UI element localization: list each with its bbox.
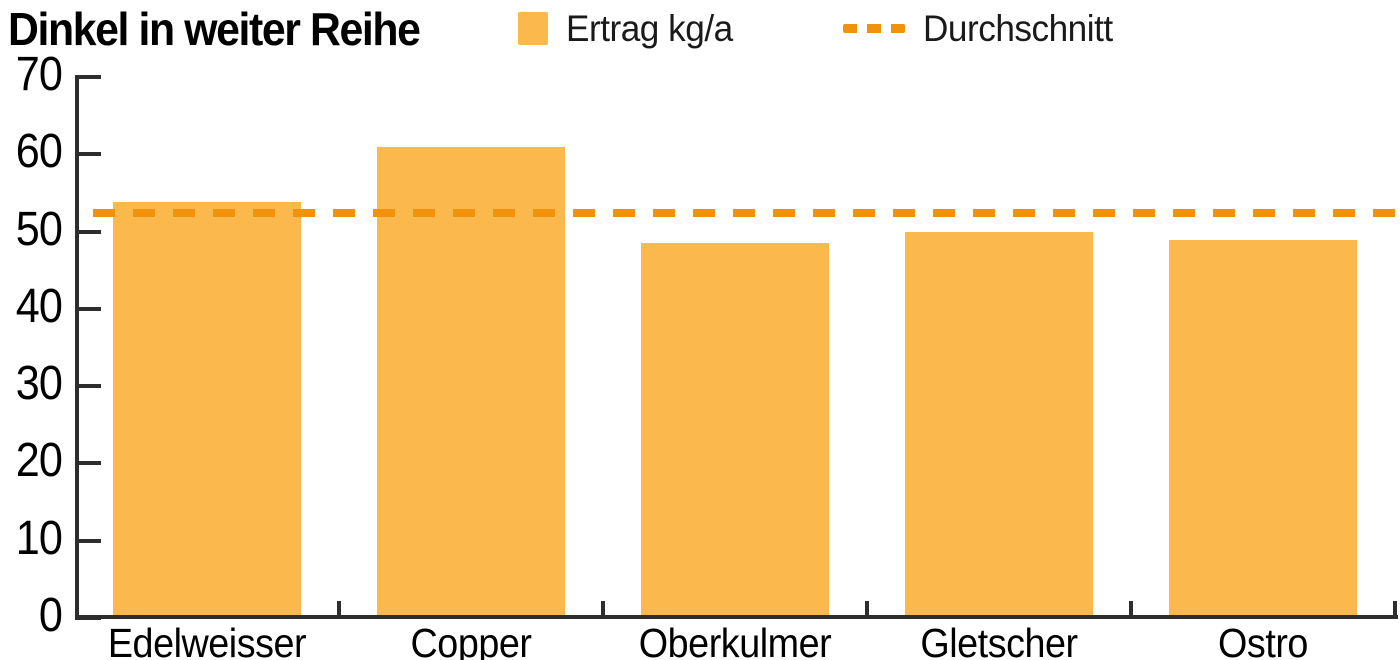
x-axis-label: Edelweisser (107, 620, 307, 660)
x-axis-label: Ostro (1218, 620, 1308, 660)
legend-bar-swatch-icon (518, 11, 548, 45)
x-axis-tick (601, 601, 605, 615)
y-axis-tick (75, 230, 101, 234)
y-axis-label: 70 (15, 48, 63, 101)
bar-ostro (1169, 240, 1357, 615)
legend-item-ertrag: Ertrag kg/a (518, 6, 741, 50)
y-axis-tick (75, 461, 101, 465)
chart-title: Dinkel in weiter Reihe (8, 3, 421, 55)
x-axis-tick (1129, 601, 1133, 615)
average-dashed-line (93, 209, 1398, 217)
x-axis-tick (1393, 601, 1397, 615)
bar-oberkulmer (641, 243, 829, 615)
y-axis-label: 10 (15, 512, 63, 565)
x-axis-label: Copper (410, 620, 532, 660)
bar-copper (377, 147, 565, 615)
legend-dashed-line-icon (843, 23, 905, 33)
x-axis-line (75, 615, 1398, 619)
legend-item-durchschnitt: Durchschnitt (843, 6, 1123, 50)
x-axis-label: Oberkulmer (638, 620, 832, 660)
y-axis-tick (75, 539, 101, 543)
x-axis-tick (337, 601, 341, 615)
y-axis-tick (75, 75, 101, 79)
y-axis-label: 20 (15, 434, 63, 487)
y-axis-tick (75, 384, 101, 388)
y-axis-tick (75, 152, 101, 156)
y-axis-label: 60 (15, 125, 63, 178)
legend-average-label: Durchschnitt (923, 7, 1113, 49)
y-axis-label: 40 (15, 280, 63, 333)
x-axis-label: Gletscher (920, 620, 1078, 660)
bar-edelweisser (113, 202, 301, 615)
y-axis-line (75, 77, 79, 618)
y-axis-label: 0 (38, 589, 63, 642)
y-axis-tick (75, 307, 101, 311)
x-axis-tick (865, 601, 869, 615)
y-axis-label: 30 (15, 357, 63, 410)
legend-bar-label: Ertrag kg/a (566, 7, 733, 49)
y-axis-label: 50 (15, 203, 63, 256)
bar-gletscher (905, 232, 1093, 615)
